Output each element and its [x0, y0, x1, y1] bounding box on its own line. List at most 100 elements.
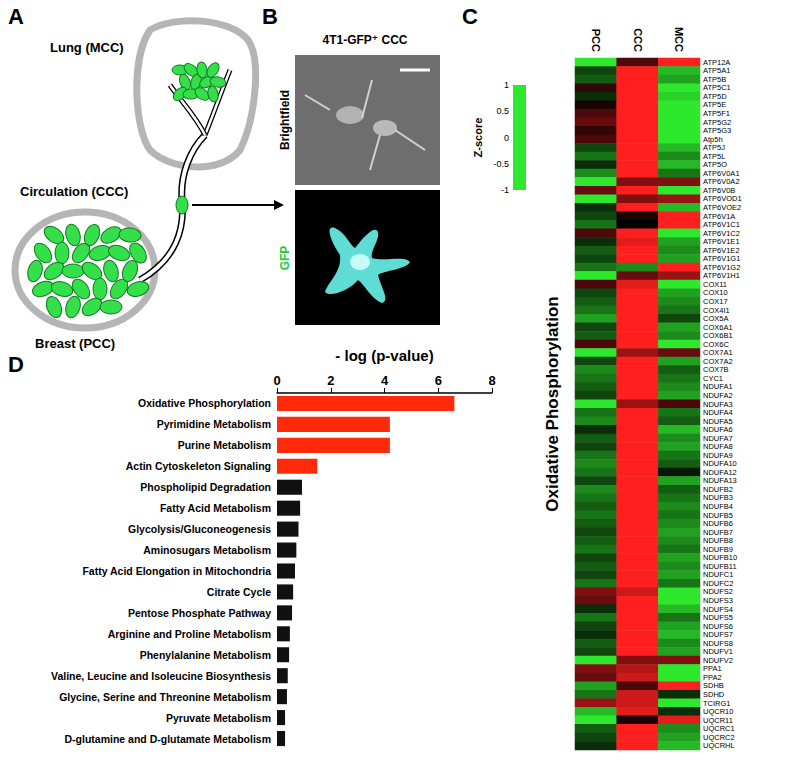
svg-text:ATP6V1H1: ATP6V1H1	[703, 271, 740, 281]
svg-text:ATP12A: ATP12A	[703, 57, 731, 67]
svg-text:NDUFA10: NDUFA10	[703, 459, 737, 469]
svg-text:Pyrimidine Metabolism: Pyrimidine Metabolism	[157, 418, 271, 430]
svg-text:Actin Cytoskeleton Signaling: Actin Cytoskeleton Signaling	[126, 460, 271, 472]
svg-text:COX7B: COX7B	[703, 365, 729, 375]
svg-text:NDUFB5: NDUFB5	[703, 510, 733, 520]
svg-text:-1: -1	[501, 185, 509, 195]
svg-text:A: A	[8, 4, 24, 29]
svg-text:Brightfield: Brightfield	[278, 90, 292, 150]
svg-text:ATP6V1G1: ATP6V1G1	[703, 254, 741, 264]
svg-text:0: 0	[504, 133, 509, 143]
svg-text:0: 0	[273, 373, 280, 388]
svg-text:ATP5D: ATP5D	[703, 91, 727, 101]
svg-text:COX6C: COX6C	[703, 339, 729, 349]
svg-text:Phenylalanine Metabolism: Phenylalanine Metabolism	[140, 649, 271, 661]
svg-text:NDUFB6: NDUFB6	[703, 519, 733, 529]
svg-text:Glycine, Serine and Threonine: Glycine, Serine and Threonine Metabolism	[59, 691, 271, 703]
svg-text:Glycolysis/Gluconeogenesis: Glycolysis/Gluconeogenesis	[128, 523, 271, 535]
svg-text:GFP: GFP	[278, 246, 292, 271]
svg-text:Oxidative Phosphorylation: Oxidative Phosphorylation	[543, 296, 562, 511]
svg-text:NDUFA8: NDUFA8	[703, 442, 733, 452]
svg-text:COX7A1: COX7A1	[703, 348, 733, 358]
svg-text:Pentose Phosphate Pathway: Pentose Phosphate Pathway	[128, 607, 271, 619]
svg-text:4: 4	[381, 373, 389, 388]
svg-text:NDUFB10: NDUFB10	[703, 553, 738, 563]
svg-text:COX6B1: COX6B1	[703, 331, 733, 341]
svg-text:ATP5J: ATP5J	[703, 143, 725, 153]
svg-text:ATP5G2: ATP5G2	[703, 117, 732, 127]
svg-text:Lung (MCC): Lung (MCC)	[50, 40, 124, 55]
svg-text:Oxidative Phosphorylation: Oxidative Phosphorylation	[138, 397, 271, 409]
svg-text:Atp5h: Atp5h	[703, 134, 723, 144]
svg-text:0.5: 0.5	[496, 106, 509, 116]
svg-text:CCC: CCC	[632, 28, 644, 52]
svg-text:COX11: COX11	[703, 279, 727, 289]
svg-text:-0.5: -0.5	[493, 159, 509, 169]
svg-text:ATP5B: ATP5B	[703, 74, 727, 84]
svg-text:NDUFA5: NDUFA5	[703, 416, 733, 426]
svg-text:COX4I1: COX4I1	[703, 305, 730, 315]
svg-text:ATP5L: ATP5L	[703, 151, 726, 161]
svg-text:ATP6V0B: ATP6V0B	[703, 185, 736, 195]
svg-text:ATP6V0A2: ATP6V0A2	[703, 177, 740, 187]
svg-text:D-glutamine and D-glutamate Me: D-glutamine and D-glutamate Metabolism	[64, 733, 271, 745]
svg-text:MCC: MCC	[673, 27, 685, 52]
svg-text:B: B	[262, 4, 278, 29]
svg-text:Valine, Leucine and Isoleucine: Valine, Leucine and Isoleucine Biosynthe…	[51, 670, 271, 682]
svg-text:ATP5A1: ATP5A1	[703, 66, 731, 76]
svg-text:NDUFA12: NDUFA12	[703, 467, 737, 477]
svg-text:8: 8	[488, 373, 495, 388]
svg-text:4T1-GFP⁺ CCC: 4T1-GFP⁺ CCC	[322, 33, 407, 47]
svg-text:NDUFA3: NDUFA3	[703, 399, 733, 409]
svg-text:NDUFB8: NDUFB8	[703, 536, 733, 546]
svg-text:- log (p-value): - log (p-value)	[335, 347, 433, 364]
svg-text:NDUFA9: NDUFA9	[703, 450, 733, 460]
svg-text:NDUFC1: NDUFC1	[703, 570, 734, 580]
svg-text:6: 6	[435, 373, 442, 388]
svg-text:Phospholipid Degradation: Phospholipid Degradation	[140, 481, 271, 493]
svg-text:NDUFB11: NDUFB11	[703, 561, 737, 571]
svg-text:Fatty Acid Metabolism: Fatty Acid Metabolism	[160, 502, 271, 514]
svg-text:Arginine and Proline Metabolis: Arginine and Proline Metabolism	[108, 628, 271, 640]
svg-text:Z-score: Z-score	[472, 118, 484, 158]
svg-text:COX6A1: COX6A1	[703, 322, 733, 332]
svg-text:ATP6V1E2: ATP6V1E2	[703, 245, 740, 255]
svg-text:NDUFA6: NDUFA6	[703, 425, 733, 435]
svg-text:Pyruvate Metabolism: Pyruvate Metabolism	[166, 712, 271, 724]
svg-text:COX5A: COX5A	[703, 314, 729, 324]
svg-text:UQCRHL: UQCRHL	[703, 741, 735, 750]
svg-text:NDUFB9: NDUFB9	[703, 544, 733, 554]
svg-text:Breast (PCC): Breast (PCC)	[35, 336, 115, 351]
svg-text:ATP5C1: ATP5C1	[703, 83, 731, 93]
svg-text:Circulation (CCC): Circulation (CCC)	[20, 184, 128, 199]
svg-text:NDUFA1: NDUFA1	[703, 382, 733, 392]
svg-text:1: 1	[504, 80, 509, 90]
svg-text:NDUFA13: NDUFA13	[703, 476, 737, 486]
svg-text:COX10: COX10	[703, 288, 728, 298]
svg-text:ATP6V1G2: ATP6V1G2	[703, 262, 741, 272]
svg-text:PCC: PCC	[590, 29, 602, 52]
svg-text:NDUFA7: NDUFA7	[703, 433, 733, 443]
svg-text:Fatty Acid Elongation in Mitoc: Fatty Acid Elongation in Mitochondria	[82, 565, 271, 577]
svg-text:ATP6VOD1: ATP6VOD1	[703, 194, 742, 204]
svg-text:ATP6V1A: ATP6V1A	[703, 211, 736, 221]
svg-text:D: D	[8, 352, 24, 377]
svg-text:ATP5G3: ATP5G3	[703, 126, 732, 136]
svg-text:ATP6V1E1: ATP6V1E1	[703, 237, 740, 247]
svg-text:Purine Metabolism: Purine Metabolism	[178, 439, 271, 451]
svg-text:ATP5O: ATP5O	[703, 160, 727, 170]
svg-text:ATP6V1C2: ATP6V1C2	[703, 228, 740, 238]
svg-text:Citrate Cycle: Citrate Cycle	[207, 586, 271, 598]
svg-text:CYC1: CYC1	[703, 373, 723, 383]
svg-text:ATP5E: ATP5E	[703, 100, 727, 110]
svg-text:NDUFB7: NDUFB7	[703, 527, 733, 537]
svg-text:Aminosugars Metabolism: Aminosugars Metabolism	[143, 544, 271, 556]
svg-text:ATP6V0A1: ATP6V0A1	[703, 168, 740, 178]
svg-text:NDUFC2: NDUFC2	[703, 578, 734, 588]
svg-text:NDUFB3: NDUFB3	[703, 493, 733, 503]
svg-text:2: 2	[327, 373, 334, 388]
svg-text:ATP6V1C1: ATP6V1C1	[703, 220, 740, 230]
svg-text:C: C	[462, 4, 478, 29]
svg-text:NDUFB2: NDUFB2	[703, 484, 733, 494]
svg-text:COX7A2: COX7A2	[703, 356, 733, 366]
